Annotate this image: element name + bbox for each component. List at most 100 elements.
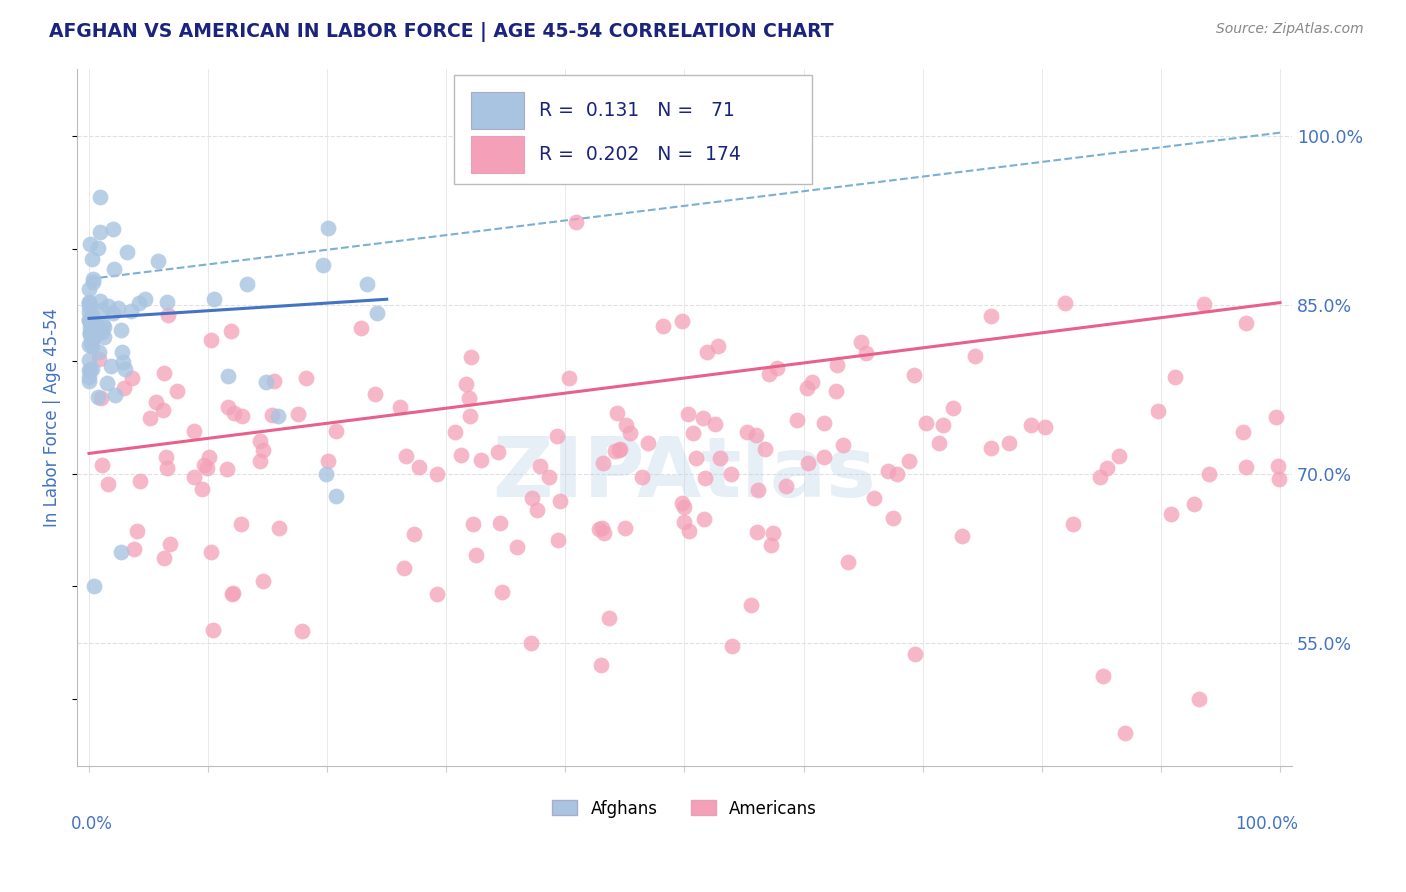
Point (96, 376, 118, 391)
Point (903, 368, 925, 382)
Point (77, 363, 100, 377)
Point (89, 225, 111, 239)
FancyBboxPatch shape (454, 76, 813, 184)
Point (82, 339, 104, 353)
Point (786, 413, 808, 427)
Point (350, 321, 373, 335)
Point (1062, 517, 1084, 532)
Text: ZIPAtlas: ZIPAtlas (492, 433, 876, 514)
Point (77, 313, 100, 327)
Point (263, 374, 285, 388)
Point (491, 585, 513, 599)
Point (125, 524, 148, 538)
Point (426, 587, 449, 601)
Point (720, 467, 742, 481)
Point (1114, 725, 1136, 739)
Point (112, 381, 135, 395)
Point (506, 540, 529, 554)
Point (460, 351, 482, 365)
Point (231, 409, 253, 423)
Point (458, 391, 481, 405)
Point (124, 541, 146, 556)
Point (100, 359, 122, 373)
Point (745, 524, 768, 539)
Point (614, 521, 637, 535)
Point (295, 371, 318, 385)
Point (832, 438, 855, 452)
Point (166, 384, 188, 399)
Point (855, 346, 877, 360)
Point (115, 244, 138, 259)
Point (614, 418, 637, 433)
Point (200, 333, 222, 347)
Point (315, 467, 337, 481)
Point (797, 456, 820, 470)
Point (193, 458, 215, 472)
Point (82, 271, 104, 285)
Point (813, 450, 835, 464)
Point (425, 467, 447, 481)
Point (183, 470, 205, 484)
Point (465, 548, 488, 562)
Point (269, 521, 291, 535)
Point (682, 425, 704, 440)
Text: R =  0.131   N =   71: R = 0.131 N = 71 (538, 101, 734, 120)
Point (402, 527, 425, 541)
Point (546, 429, 568, 443)
Point (550, 493, 572, 508)
Point (82, 362, 104, 376)
Point (1054, 295, 1077, 310)
Point (198, 450, 221, 465)
Point (443, 425, 465, 440)
Point (217, 368, 239, 383)
Point (685, 451, 707, 466)
Point (80, 335, 103, 350)
Point (82, 275, 104, 289)
Point (876, 464, 898, 478)
Point (77, 374, 100, 388)
Point (152, 551, 174, 566)
Point (148, 253, 170, 268)
Point (202, 292, 225, 306)
Point (152, 403, 174, 417)
Point (195, 460, 218, 475)
Point (709, 450, 731, 465)
Point (565, 215, 588, 229)
Point (252, 443, 274, 458)
Point (1033, 419, 1056, 434)
Point (1198, 467, 1220, 481)
Point (79, 326, 101, 340)
Point (80, 309, 103, 323)
Point (897, 454, 920, 468)
Point (77, 294, 100, 309)
Point (111, 345, 134, 359)
Point (311, 258, 333, 272)
Point (520, 635, 543, 649)
Point (1192, 297, 1215, 311)
Point (110, 545, 132, 559)
Point (837, 555, 859, 569)
Point (558, 370, 581, 384)
Point (356, 277, 378, 292)
Point (260, 409, 283, 423)
Point (454, 376, 477, 391)
Point (287, 407, 309, 421)
FancyBboxPatch shape (471, 136, 524, 173)
Point (606, 406, 628, 420)
Point (79, 315, 101, 329)
Point (134, 292, 156, 306)
Point (1088, 470, 1111, 484)
Point (183, 425, 205, 439)
Point (79, 362, 101, 376)
Point (79, 236, 101, 251)
Point (86, 318, 108, 333)
Point (103, 262, 125, 277)
Point (745, 428, 768, 442)
Point (89, 190, 111, 204)
Point (1267, 459, 1289, 474)
Point (107, 301, 129, 316)
Point (91, 318, 114, 332)
Point (1188, 691, 1211, 706)
Point (79, 352, 101, 367)
Point (93, 319, 115, 334)
